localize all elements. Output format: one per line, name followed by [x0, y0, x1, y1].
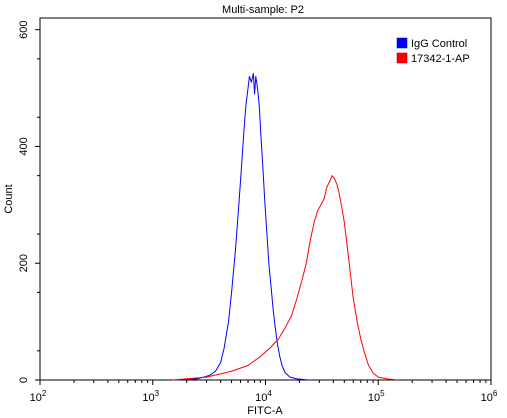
x-axis-label: FITC-A	[247, 405, 283, 417]
x-tick-label-exponent: 4	[267, 389, 272, 398]
plot-area	[39, 17, 492, 381]
legend-label-17342-1-ap: 17342-1-AP	[411, 53, 470, 65]
x-tick-label-base: 10	[255, 392, 267, 404]
legend: IgG Control 17342-1-AP	[396, 37, 470, 65]
x-tick-label: 103	[142, 389, 159, 404]
x-tick-label-exponent: 5	[380, 389, 385, 398]
x-axis: 102 103 104 105 106	[30, 380, 498, 404]
chart-title: Multi-sample: P2	[222, 4, 304, 16]
x-tick-label-base: 10	[481, 392, 493, 404]
x-tick-label-exponent: 6	[493, 389, 498, 398]
y-tick-label: 200	[18, 254, 30, 272]
series-line-17342-1-ap	[172, 175, 399, 381]
x-tick-label-exponent: 2	[42, 389, 47, 398]
legend-swatch-igg-control	[396, 37, 408, 49]
y-axis-label: Count	[3, 184, 15, 213]
y-tick-label: 400	[18, 137, 30, 155]
series-layer	[172, 72, 399, 381]
x-tick-label-exponent: 3	[155, 389, 160, 398]
x-tick-label-base: 10	[142, 392, 154, 404]
legend-label-igg-control: IgG Control	[411, 38, 467, 50]
x-tick-label: 104	[255, 389, 272, 404]
x-tick-label-base: 10	[368, 392, 380, 404]
x-tick-label: 102	[30, 389, 47, 404]
x-tick-label-base: 10	[30, 392, 42, 404]
y-axis: 0 200 400 600	[18, 20, 40, 383]
x-tick-label: 106	[481, 389, 498, 404]
y-tick-label: 0	[18, 377, 30, 383]
y-tick-label: 600	[18, 20, 30, 38]
series-line-igg-control	[172, 72, 309, 381]
x-tick-label: 105	[368, 389, 385, 404]
legend-swatch-17342-1-ap	[396, 52, 408, 64]
